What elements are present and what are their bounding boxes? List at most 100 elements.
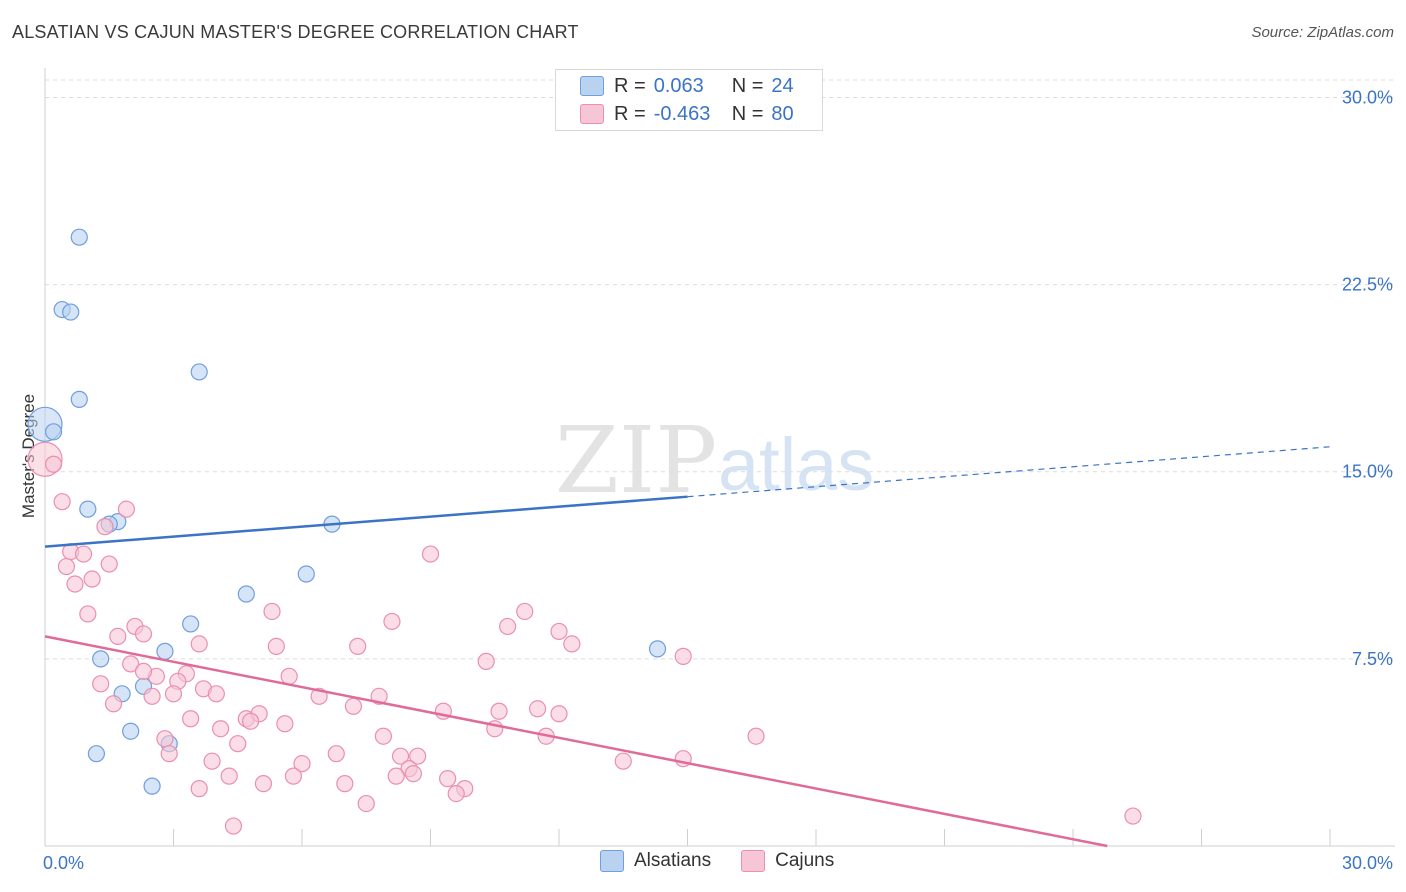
- correlation-legend: R = 0.063 N = 24 R = -0.463 N = 80: [555, 69, 823, 131]
- cajun-point: [747, 727, 765, 745]
- cajun-point: [134, 625, 153, 643]
- legend-r-value: -0.463: [653, 102, 711, 125]
- cajun-point: [156, 730, 174, 748]
- cajun-point: [212, 720, 230, 738]
- cajun-point: [203, 752, 221, 770]
- cajun-point: [528, 700, 547, 718]
- legend-item-alsatians[interactable]: Alsatians: [600, 850, 711, 872]
- cajun-point: [267, 637, 285, 655]
- chart-title: ALSATIAN VS CAJUN MASTER'S DEGREE CORREL…: [12, 22, 579, 42]
- cajun-point: [614, 752, 632, 770]
- alsatian-point: [156, 642, 174, 660]
- legend-n-value: 80: [771, 102, 794, 125]
- source-label: Source: ZipAtlas.com: [1251, 24, 1394, 41]
- cajun-point: [499, 617, 517, 636]
- legend-n-label: N =: [731, 74, 764, 97]
- legend-item-cajuns[interactable]: Cajuns: [741, 850, 834, 872]
- cajun-point: [477, 652, 495, 670]
- cajun-point: [104, 695, 123, 713]
- alsatians-trendline-extension: [687, 446, 1331, 498]
- alsatian-point: [648, 640, 667, 658]
- x-tick-label-max: 30.0%: [1342, 853, 1393, 873]
- cajun-point: [374, 727, 392, 745]
- watermark-atlas: atlas: [718, 423, 874, 506]
- cajun-point: [109, 627, 127, 646]
- alsatian-point: [190, 363, 208, 381]
- cajun-point: [74, 545, 93, 563]
- cajun-point: [327, 745, 345, 763]
- alsatian-point: [44, 423, 63, 441]
- cajun-point: [44, 455, 63, 473]
- alsatians-legend-swatch: [600, 850, 624, 872]
- cajun-point: [409, 747, 427, 765]
- cajun-point: [242, 712, 260, 730]
- series-legend: Alsatians Cajuns: [600, 850, 864, 872]
- cajun-point: [387, 767, 405, 785]
- legend-r-label: R =: [614, 102, 646, 125]
- alsatian-point: [70, 228, 88, 246]
- alsatian-point: [92, 650, 110, 668]
- cajun-point: [182, 710, 200, 728]
- legend-row-cajuns: R = -0.463 N = 80: [580, 101, 794, 127]
- y-tick-label: 7.5%: [1352, 649, 1393, 669]
- cajun-point: [284, 767, 303, 785]
- cajun-point: [190, 780, 208, 798]
- x-tick-label-min: 0.0%: [43, 853, 84, 873]
- cajun-point: [96, 518, 114, 536]
- legend-r-label: R =: [614, 74, 646, 97]
- cajun-point: [207, 685, 225, 703]
- cajun-point: [1124, 807, 1142, 825]
- alsatians-swatch: [580, 76, 604, 96]
- alsatian-point: [122, 722, 140, 740]
- alsatian-point: [297, 565, 315, 583]
- cajuns-trendline: [44, 635, 1108, 848]
- cajun-point: [122, 655, 140, 673]
- cajun-point: [404, 765, 422, 783]
- cajun-point: [117, 500, 135, 518]
- alsatian-point: [87, 745, 106, 763]
- cajun-point: [254, 775, 273, 793]
- cajun-point: [190, 635, 208, 653]
- y-tick-label: 22.5%: [1342, 275, 1393, 295]
- cajun-point: [280, 667, 298, 685]
- cajun-point: [79, 605, 97, 623]
- alsatians-trendline: [44, 495, 688, 548]
- legend-r-value: 0.063: [653, 74, 704, 97]
- alsatian-point: [143, 777, 161, 795]
- y-tick-label: 30.0%: [1342, 87, 1393, 107]
- cajun-point: [160, 745, 178, 763]
- cajun-point: [336, 775, 354, 793]
- cajun-point: [349, 637, 367, 655]
- alsatian-point: [182, 615, 200, 633]
- cajun-point: [447, 785, 465, 803]
- legend-label-cajuns: Cajuns: [775, 850, 835, 871]
- cajun-point: [53, 493, 71, 511]
- cajun-point: [100, 555, 118, 573]
- cajun-point: [550, 622, 568, 641]
- cajun-point: [92, 675, 110, 693]
- cajun-point: [383, 612, 401, 631]
- cajun-point: [276, 715, 294, 733]
- cajun-point: [134, 662, 153, 680]
- alsatian-point: [70, 390, 88, 408]
- legend-n-label: N =: [731, 102, 764, 125]
- alsatian-point: [237, 585, 255, 603]
- cajun-point: [674, 647, 692, 665]
- cajun-point: [344, 697, 362, 715]
- cajun-point: [229, 735, 247, 753]
- cajun-point: [439, 770, 457, 788]
- alsatian-point: [79, 500, 97, 518]
- cajun-point: [220, 767, 238, 785]
- cajun-point: [263, 602, 281, 621]
- cajun-point: [57, 557, 76, 576]
- cajun-point: [357, 794, 375, 813]
- cajun-point: [490, 702, 508, 720]
- cajun-point: [421, 545, 440, 563]
- cajuns-legend-swatch: [741, 850, 766, 872]
- cajun-point: [143, 687, 161, 705]
- cajun-point: [293, 755, 311, 773]
- y-tick-label: 15.0%: [1342, 462, 1393, 482]
- cajun-point: [391, 747, 410, 765]
- cajun-point: [224, 817, 243, 835]
- watermark-zip: ZIP: [555, 407, 717, 514]
